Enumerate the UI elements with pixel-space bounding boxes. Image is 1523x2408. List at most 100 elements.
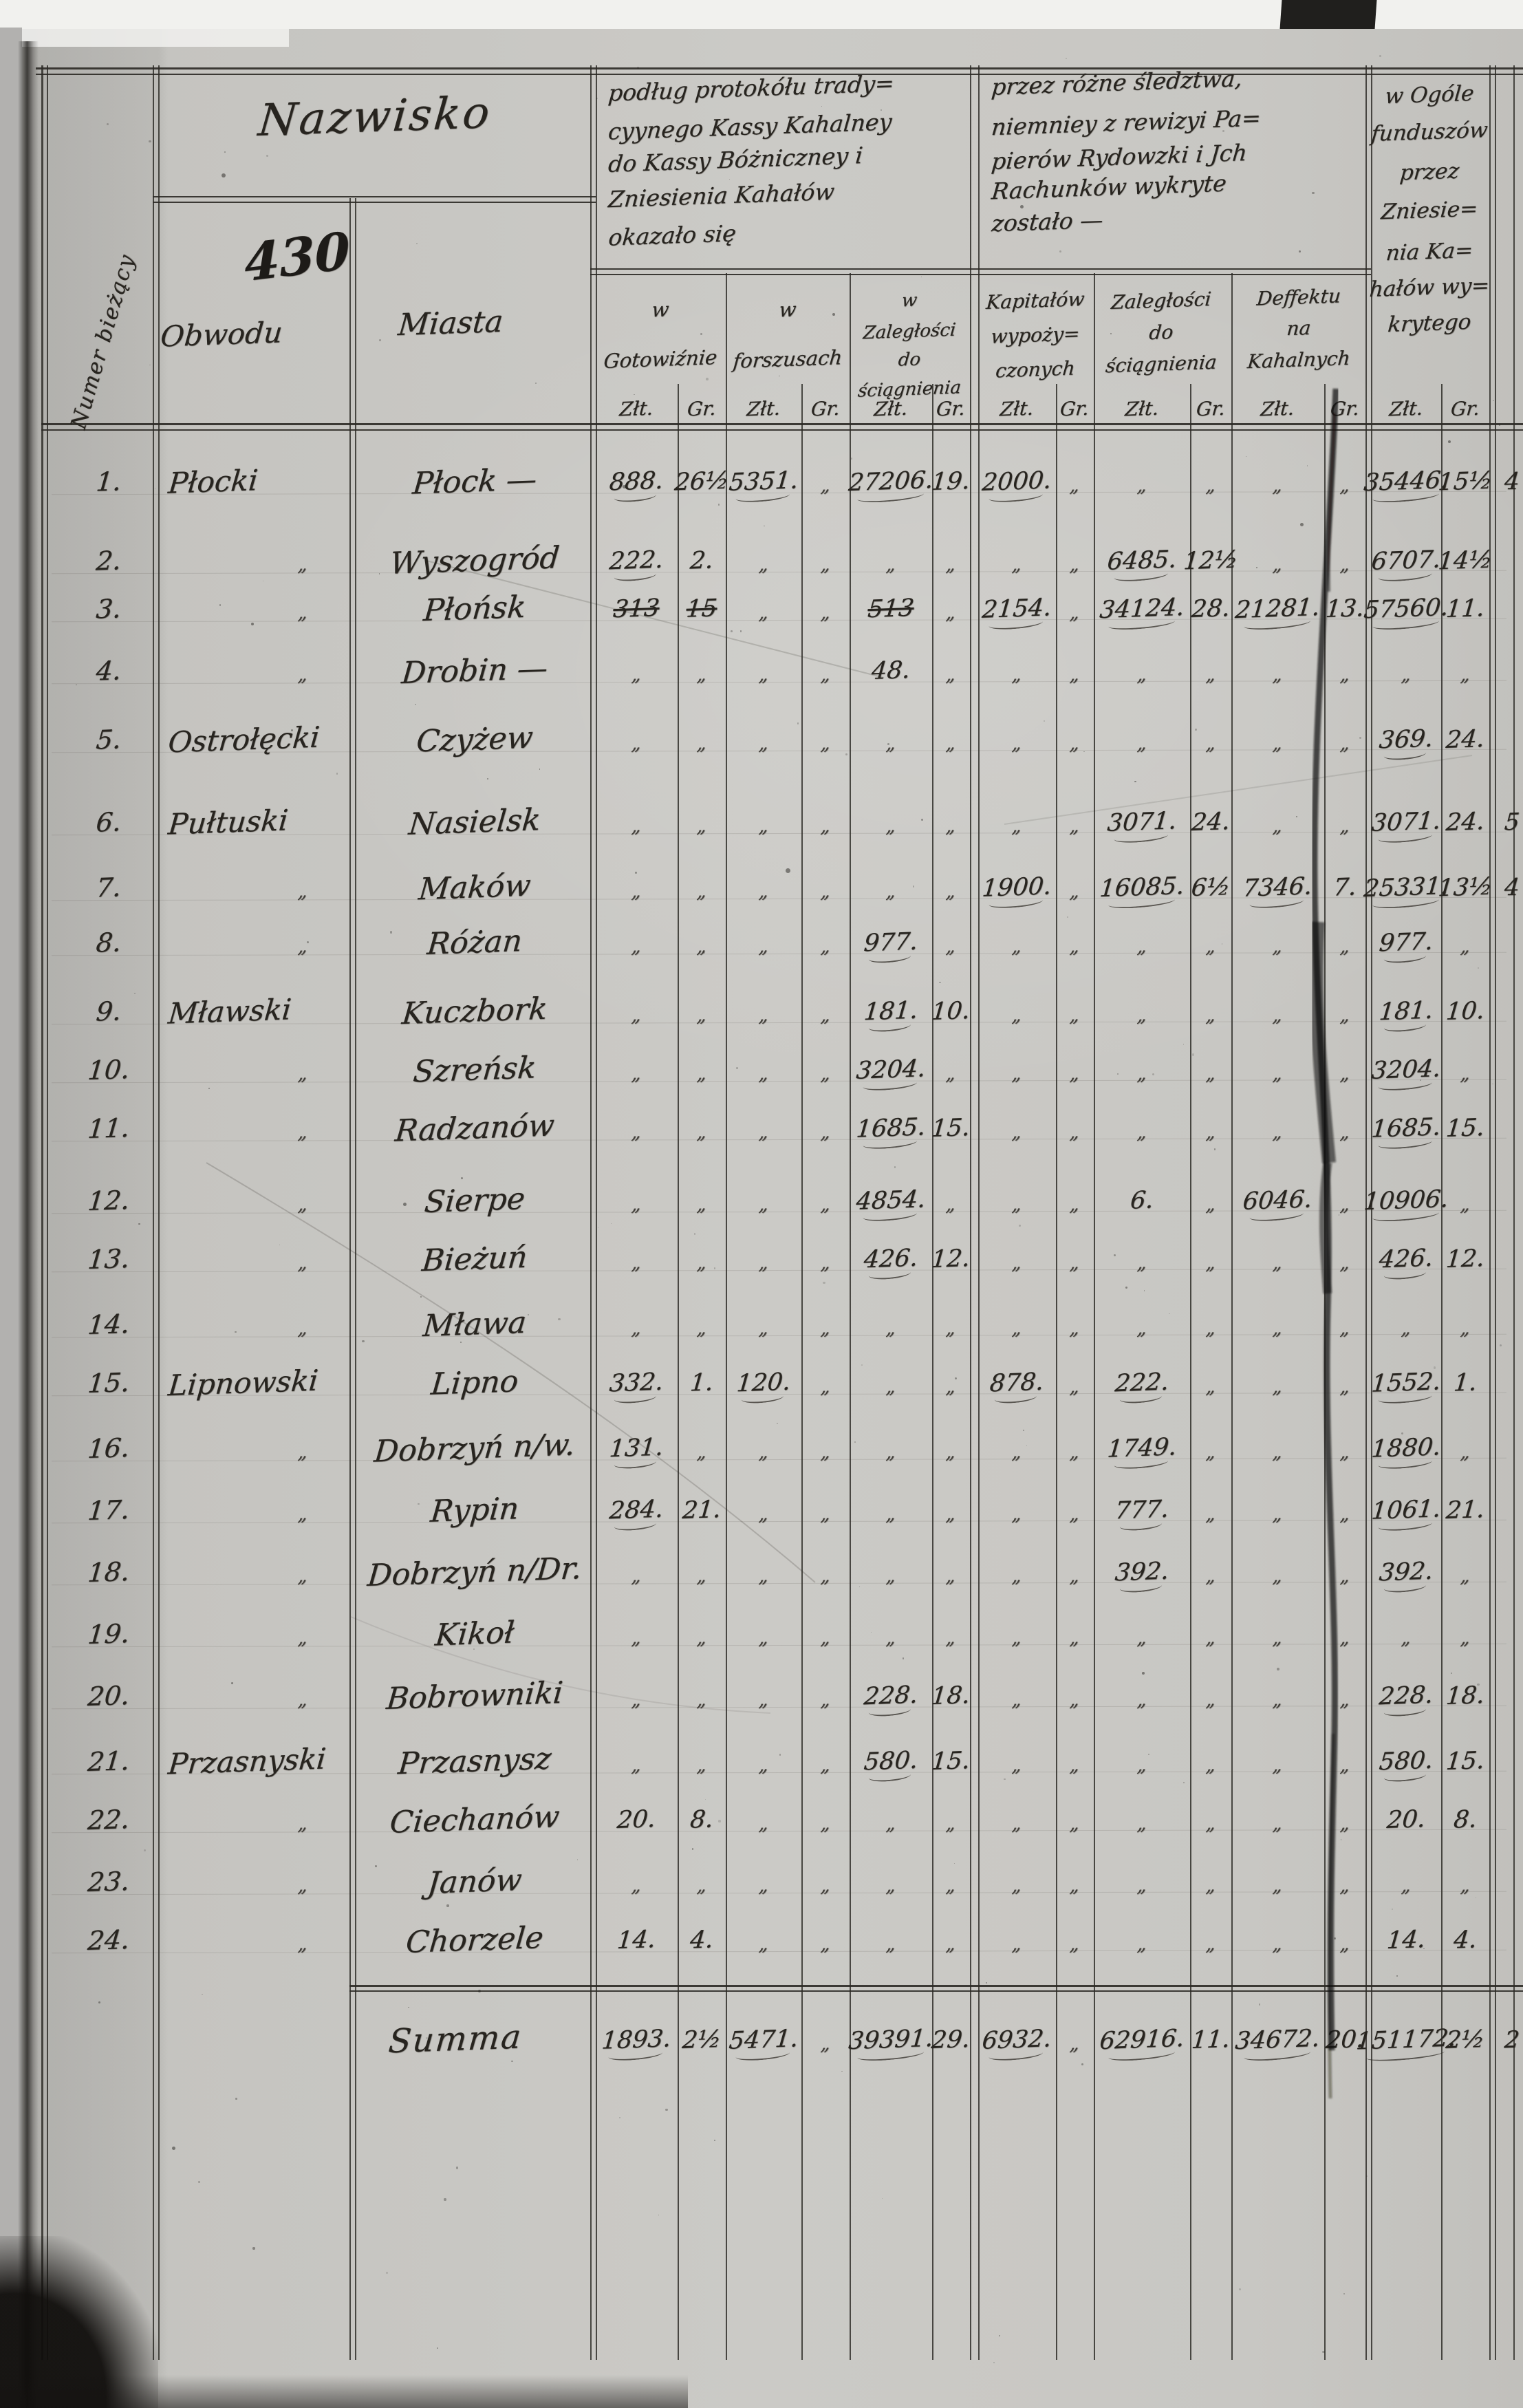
scan-blob xyxy=(832,313,835,316)
scan-speck xyxy=(235,1331,237,1333)
scan-speck xyxy=(718,1820,721,1823)
scan-speck xyxy=(1493,400,1494,402)
scan-speck xyxy=(1258,2003,1261,2006)
scan-speck xyxy=(717,504,720,506)
scan-blob xyxy=(786,868,790,873)
scan-speck xyxy=(336,773,338,775)
scan-speck xyxy=(1338,1214,1340,1216)
scan-speck xyxy=(1401,1432,1403,1435)
grid-line-vertical xyxy=(1190,384,1191,2360)
scan-speck xyxy=(1113,1254,1116,1257)
scan-speck xyxy=(486,778,488,780)
grid-line-horizontal xyxy=(41,429,1523,431)
scan-speck xyxy=(881,2197,883,2199)
scan-speck xyxy=(1498,423,1501,426)
scan-speck xyxy=(823,1282,825,1284)
scan-speck xyxy=(379,339,382,342)
scan-speck xyxy=(1423,1948,1425,1950)
scan-speck xyxy=(1043,720,1046,722)
scan-speck xyxy=(998,2334,1000,2336)
grid-line-vertical xyxy=(978,65,980,2360)
scan-speck xyxy=(666,361,669,363)
scan-speck xyxy=(706,378,709,380)
scan-speck xyxy=(881,109,883,111)
scan-speck xyxy=(1419,1079,1421,1082)
grid-line-vertical xyxy=(970,65,971,2360)
scan-speck xyxy=(596,97,598,99)
scan-speck xyxy=(279,1244,281,1246)
scan-speck xyxy=(133,993,136,995)
grid-line-vertical xyxy=(41,65,43,2360)
scan-speck xyxy=(797,722,799,724)
scan-speck xyxy=(98,2001,100,2004)
scan-white-margin xyxy=(0,0,1523,29)
scan-speck xyxy=(658,2214,660,2216)
grid-line-vertical xyxy=(590,65,592,2360)
scan-speck xyxy=(425,2037,428,2040)
scan-speck xyxy=(1222,130,1225,133)
scan-speck xyxy=(647,601,648,603)
grid-line-vertical xyxy=(1231,273,1233,2360)
scan-speck xyxy=(198,2180,201,2183)
scan-speck xyxy=(730,630,733,633)
grid-line-vertical xyxy=(726,273,727,2360)
scan-speck xyxy=(851,458,853,460)
scan-speck xyxy=(946,618,949,621)
scan-speck xyxy=(1322,2350,1325,2354)
scan-blob xyxy=(172,2147,175,2150)
grid-line-vertical xyxy=(355,198,356,2360)
grid-line-horizontal xyxy=(590,268,1371,270)
scan-speck xyxy=(1143,1290,1145,1292)
grid-line-horizontal xyxy=(36,67,1523,69)
scan-speck xyxy=(1499,1344,1502,1347)
grid-line-vertical xyxy=(1489,65,1491,2360)
scan-speck xyxy=(610,1223,612,1225)
scan-speck xyxy=(415,242,418,245)
scan-speck xyxy=(202,1993,203,1995)
scan-speck xyxy=(219,604,222,606)
scan-speck xyxy=(618,2116,621,2119)
scan-speck xyxy=(1306,465,1308,467)
scan-speck xyxy=(390,931,393,934)
grid-line-vertical xyxy=(349,198,351,2360)
scan-speck xyxy=(539,768,541,770)
scan-speck xyxy=(637,67,639,69)
scan-speck xyxy=(912,885,915,888)
scan-speck xyxy=(446,1904,449,1907)
grid-line-horizontal xyxy=(590,274,1371,275)
scan-speck xyxy=(1110,332,1112,335)
scan-speck xyxy=(1191,1053,1195,1056)
grid-line-vertical xyxy=(932,384,933,2360)
scan-speck xyxy=(845,753,848,756)
scan-speck xyxy=(1255,567,1257,569)
scan-speck xyxy=(1477,1683,1480,1686)
scan-speck xyxy=(634,872,638,874)
scan-speck xyxy=(1343,2293,1345,2295)
scan-speck xyxy=(1081,2063,1083,2065)
scan-speck xyxy=(728,179,730,180)
scan-speck xyxy=(1365,2175,1368,2177)
grid-line-vertical xyxy=(153,65,154,2360)
scan-speck xyxy=(237,1018,239,1020)
scan-speck xyxy=(921,818,924,821)
scan-speck xyxy=(902,1657,905,1659)
grid-line-vertical xyxy=(850,273,851,2360)
scan-blob xyxy=(251,623,254,625)
scan-speck xyxy=(1182,1782,1185,1784)
scan-speck xyxy=(1065,57,1068,59)
scan-blob xyxy=(222,173,226,178)
scan-speck xyxy=(386,2272,389,2275)
scan-speck xyxy=(107,123,109,126)
scan-speck xyxy=(1298,250,1301,252)
grid-line-vertical xyxy=(158,65,160,2360)
scan-blob xyxy=(1020,205,1024,208)
scan-speck xyxy=(985,1981,987,1984)
scan-speck xyxy=(702,951,705,954)
grid-line-vertical xyxy=(801,384,803,2360)
scan-speck xyxy=(1018,1224,1021,1227)
scan-speck xyxy=(1213,1148,1216,1150)
scan-speck xyxy=(1195,729,1198,731)
scan-speck xyxy=(993,2361,995,2363)
